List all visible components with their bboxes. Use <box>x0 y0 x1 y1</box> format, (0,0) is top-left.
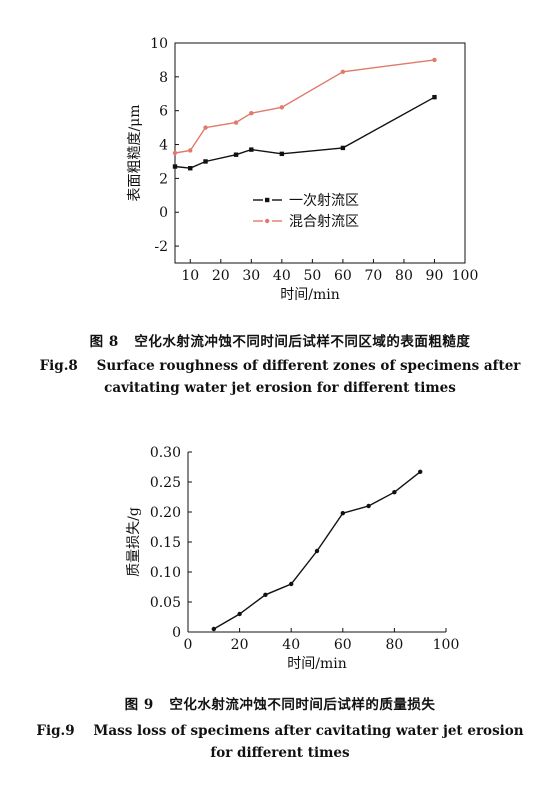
x-tick-label: 30 <box>242 268 260 284</box>
series-1-point <box>211 626 216 632</box>
series-2-line <box>174 59 435 154</box>
legend-2-marker <box>265 218 270 224</box>
series-1-point <box>289 581 294 587</box>
x-tick-label: 60 <box>334 268 352 284</box>
series-2-point <box>172 150 178 156</box>
y-tick-label: 0 <box>159 205 168 221</box>
x-axis-label: 时间/min <box>280 287 340 303</box>
y-tick-label: -2 <box>154 239 168 255</box>
roughness-chart-svg: 10 20 30 40 50 60 70 80 90 100 -2 0 2 4 6 8 10 时间/min 表面粗糙… <box>127 36 479 303</box>
series-1-point <box>203 159 208 164</box>
figure-9-caption-zh-text: 空化水射流冲蚀不同时间后试样的质量损失 <box>169 697 436 713</box>
series-1-point <box>314 548 320 554</box>
legend-2-label: 混合射流区 <box>289 214 359 230</box>
legend-1-marker <box>265 197 270 203</box>
figure-8-caption-en-line2: cavitating water jet erosion for differe… <box>104 380 456 396</box>
series-1-point <box>340 511 345 516</box>
series-1-point <box>188 166 193 171</box>
mass-loss-chart-svg: 0 20 40 60 80 100 0 0.05 0.10 0.15 0.20 0.25 0.30 时间/… <box>126 445 460 672</box>
y-tick-label: 2 <box>159 171 168 187</box>
figure-9-caption-en: Fig.9 Mass loss of specimens after cavit… <box>0 720 560 764</box>
figure-9-caption-en-line2: for different times <box>210 745 350 761</box>
y-tick-label: 8 <box>159 70 168 86</box>
x-tick-label: 70 <box>365 268 383 284</box>
series-1-point <box>237 611 242 617</box>
x-tick-label: 0 <box>184 637 193 653</box>
y-tick-label: 0.20 <box>150 505 181 521</box>
series-1-point <box>340 145 346 151</box>
x-tick-label: 40 <box>273 268 291 284</box>
y-tick-label: 0.30 <box>150 445 181 461</box>
y-tick-label: 0.10 <box>150 565 181 581</box>
series-1-point <box>249 147 254 152</box>
figure-9-caption-en-line1: Fig.9 Mass loss of specimens after cavit… <box>36 723 524 739</box>
x-tick-label: 40 <box>282 637 300 653</box>
legend-1-label: 一次射流区 <box>289 193 359 209</box>
y-axis-label: 表面粗糙度/μm <box>127 104 143 201</box>
x-tick-label: 80 <box>385 637 403 653</box>
series-1-point <box>279 151 285 157</box>
y-tick-label: 0.05 <box>150 595 181 611</box>
x-axis-label: 时间/min <box>287 656 347 672</box>
y-tick-label: 6 <box>159 104 168 120</box>
y-tick-label: 0.15 <box>150 535 181 551</box>
y-tick-label: 4 <box>159 138 168 154</box>
figure-8-caption-zh-text: 空化水射流冲蚀不同时间后试样不同区域的表面粗糙度 <box>134 334 471 350</box>
series-1-point <box>432 94 437 100</box>
series-1-point <box>263 592 268 597</box>
mass-loss-chart: 0 20 40 60 80 100 0 0.05 0.10 0.15 0.20 0.25 0.30 时间/… <box>0 430 560 689</box>
y-axis-label: 质量损失/g <box>126 507 142 577</box>
series-1-point <box>418 469 423 474</box>
series-2-point <box>249 111 254 116</box>
y-tick-label: 0.25 <box>150 475 181 491</box>
series-1-point <box>233 152 239 157</box>
x-tick-label: 20 <box>212 268 230 284</box>
series-1-point <box>172 164 178 169</box>
series-1-line <box>174 96 435 169</box>
figure-8-label: 图 8 <box>89 334 119 350</box>
series-1-point <box>366 503 371 509</box>
x-tick-label: 100 <box>433 637 460 653</box>
y-tick-label: 10 <box>150 36 168 52</box>
figure-9-label: 图 9 <box>124 697 154 713</box>
figure-9-caption-zh: 图 9 空化水射流冲蚀不同时间后试样的质量损失 <box>0 693 560 713</box>
x-tick-label: 10 <box>181 268 199 284</box>
x-tick-label: 80 <box>395 268 413 284</box>
x-tick-label: 100 <box>452 268 479 284</box>
x-tick-label: 50 <box>303 268 321 284</box>
series-1-point <box>392 490 397 495</box>
series-2-point <box>188 148 193 153</box>
figure-8-caption-zh: 图 8 空化水射流冲蚀不同时间后试样不同区域的表面粗糙度 <box>0 330 560 350</box>
series-2-point <box>432 57 437 63</box>
series-2-point <box>340 69 346 74</box>
series-2-point <box>203 125 208 130</box>
series-2-point <box>279 105 285 110</box>
figure-8-caption-en-line1: Fig.8 Surface roughness of different zon… <box>39 358 521 374</box>
x-tick-label: 20 <box>231 637 249 653</box>
plot-frame <box>174 42 466 264</box>
figure-8-caption-en: Fig.8 Surface roughness of different zon… <box>0 355 560 399</box>
x-tick-label: 60 <box>334 637 352 653</box>
y-tick-label: 0 <box>172 625 181 641</box>
series-2-point <box>233 120 239 125</box>
roughness-chart: 10 20 30 40 50 60 70 80 90 100 -2 0 2 4 6 8 10 时间/min 表面粗糙… <box>0 0 560 324</box>
x-tick-label: 90 <box>426 268 444 284</box>
